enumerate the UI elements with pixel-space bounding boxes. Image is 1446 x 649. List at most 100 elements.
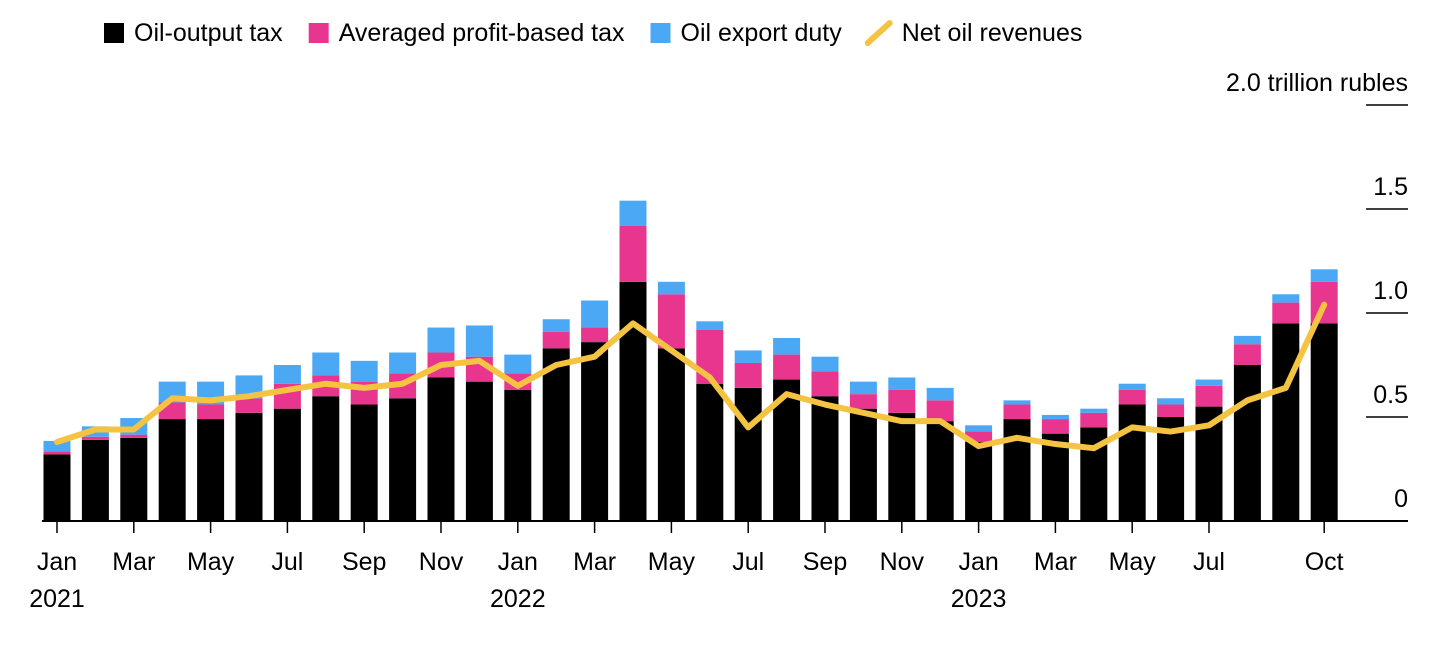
bar-segment [389, 352, 417, 374]
bar-segment [1310, 323, 1338, 521]
bar-segment [43, 454, 71, 521]
bar-segment [849, 408, 877, 521]
bar-segment [581, 342, 609, 521]
x-tick-label: Jan 2023 [951, 548, 1007, 613]
x-tick-label: May [187, 548, 235, 576]
bar-segment [965, 441, 993, 521]
bar-segment [81, 436, 109, 440]
x-tick-label: May [648, 548, 696, 576]
bar-segment [120, 437, 148, 521]
bar-segment [849, 381, 877, 395]
bar-segment [1157, 398, 1185, 405]
x-tick-label: May [1109, 548, 1157, 576]
legend-label: Oil-output tax [134, 19, 283, 47]
bar-segment [773, 337, 801, 355]
legend-swatch [864, 20, 893, 46]
x-tick-label: Mar [1034, 548, 1077, 576]
bar-segment [657, 281, 685, 295]
legend-swatch [104, 23, 124, 43]
legend-label: Averaged profit-based tax [339, 19, 625, 47]
bar-segment [504, 373, 532, 390]
bar-segment [1003, 400, 1031, 405]
bar-segment [581, 327, 609, 343]
x-tick-label: Nov [419, 548, 464, 576]
bar-segment [1233, 365, 1261, 521]
bar-segment [158, 419, 186, 521]
bar-segment [427, 377, 455, 521]
bar-segment [350, 404, 378, 521]
bar-segment [235, 398, 263, 413]
bar-segment [734, 387, 762, 521]
bar-segment [811, 356, 839, 372]
bar-segment [273, 365, 301, 384]
bar-segment [1003, 404, 1031, 420]
bar-segment [465, 381, 493, 521]
bar-segment [273, 408, 301, 521]
bar-segment [427, 327, 455, 353]
bar-segment [734, 350, 762, 363]
bar-segment [657, 348, 685, 521]
x-tick-label: Jul [1193, 548, 1225, 576]
x-tick-label: Sep [342, 548, 386, 576]
bar-segment [849, 394, 877, 409]
bar-segment [657, 294, 685, 349]
x-tick-label: Mar [573, 548, 616, 576]
bar-segment [312, 396, 340, 521]
legend-label: Oil export duty [681, 19, 843, 47]
bar-segment [1272, 294, 1300, 303]
x-tick-label-line: Jan [37, 548, 77, 576]
x-tick-label: Sep [803, 548, 847, 576]
bar-segment [312, 352, 340, 376]
legend-swatch [650, 23, 671, 43]
bar-segment [197, 419, 225, 521]
legend-label: Net oil revenues [902, 19, 1083, 47]
bar-segment [1233, 344, 1261, 365]
bar-segment [926, 400, 954, 422]
bar-segment [465, 325, 493, 357]
x-tick-label-line: Jan [498, 548, 538, 576]
bar-segment [581, 300, 609, 328]
x-tick-label: Oct [1305, 548, 1344, 576]
y-tick-label: 2.0 trillion rubles [1226, 69, 1408, 97]
bar-segment [1233, 335, 1261, 345]
bar-segment [542, 348, 570, 521]
legend-swatch [308, 23, 329, 43]
bar-segment [542, 331, 570, 349]
y-tick-label: 0.5 [1373, 381, 1408, 409]
bar-segment [619, 281, 647, 521]
bar-segment [43, 440, 71, 452]
y-tick-label: 1.0 [1373, 277, 1408, 305]
x-tick-label: Jan 2021 [29, 548, 85, 613]
bar-segment [1041, 414, 1069, 420]
line [54, 301, 1328, 452]
x-tick-label: Jul [732, 548, 764, 576]
x-tick-label: Mar [112, 548, 155, 576]
bar-segment [235, 412, 263, 521]
bar-segment [888, 389, 916, 413]
bar-segment [1195, 385, 1223, 407]
bar-segment [1041, 433, 1069, 521]
bar-segment [1118, 389, 1146, 405]
y-tick-label: 0 [1394, 485, 1408, 513]
bar-segment [1310, 269, 1338, 282]
bar-segment [696, 383, 724, 521]
x-tick-label: Jul [271, 548, 303, 576]
bar-segment [81, 439, 109, 521]
bar-segment [926, 387, 954, 401]
bar-segment [1157, 404, 1185, 417]
bar-segment [1003, 419, 1031, 521]
bar-segment [1195, 379, 1223, 386]
bar-segment [965, 431, 993, 442]
bar-segment [773, 354, 801, 380]
x-tick-label-line: Jan [958, 548, 998, 576]
bar-segment [197, 404, 225, 420]
bar-segment [1272, 302, 1300, 324]
bar-segment [1118, 404, 1146, 521]
bar-segment [619, 200, 647, 226]
bar-segment [350, 360, 378, 382]
x-tick-label-line: 2022 [490, 585, 546, 613]
bar-segment [811, 396, 839, 521]
bar-segment [1080, 408, 1108, 413]
bar-segment [542, 319, 570, 332]
